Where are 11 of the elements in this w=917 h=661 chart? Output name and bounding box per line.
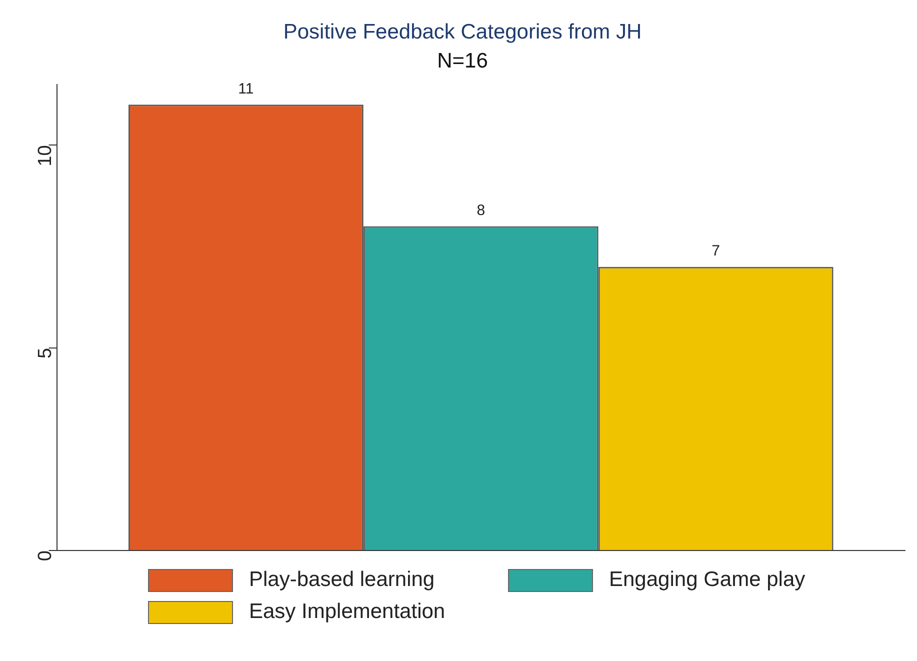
chart-title: Positive Feedback Categories from JH (283, 20, 642, 44)
chart-subtitle: N=16 (437, 50, 488, 73)
y-tick-label: 0 (35, 550, 56, 562)
legend-label: Engaging Game play (609, 568, 806, 592)
legend-label: Easy Implementation (249, 600, 446, 624)
data-label: 8 (476, 202, 486, 219)
legend-label: Play-based learning (249, 568, 435, 592)
y-tick-label: 5 (35, 348, 56, 358)
data-label: 7 (712, 242, 720, 260)
y-tick-label: 10 (35, 145, 56, 166)
data-label: 11 (238, 80, 254, 98)
